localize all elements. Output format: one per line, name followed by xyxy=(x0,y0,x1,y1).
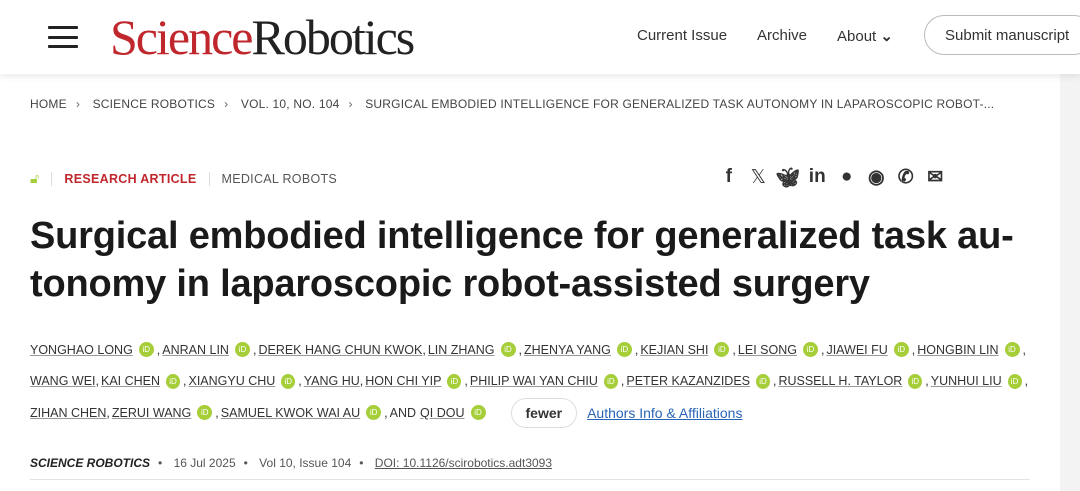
open-access-lock-icon: 🔓︎ xyxy=(30,170,40,186)
orcid-icon[interactable]: iD xyxy=(138,342,154,358)
logo-science: Science xyxy=(110,9,253,65)
orcid-icon[interactable]: iD xyxy=(366,405,382,421)
fewer-authors-button[interactable]: fewer xyxy=(510,397,578,428)
author-link[interactable]: QI DOU xyxy=(420,405,465,420)
orcid-icon[interactable]: iD xyxy=(166,373,180,389)
author-link[interactable]: ANRAN LIN xyxy=(162,342,229,357)
article-type: RESEARCH ARTICLE xyxy=(64,171,197,186)
orcid-icon[interactable]: iD xyxy=(1007,373,1022,389)
nav-about-label: About xyxy=(837,28,877,45)
orcid-icon[interactable]: iD xyxy=(714,342,730,358)
author-link[interactable]: DEREK HANG CHUN KWOK xyxy=(258,342,423,357)
chevron-right-icon: › xyxy=(75,97,81,111)
author-link[interactable]: ZERUI WANG xyxy=(111,405,192,420)
author-line: ZIHAN CHEN, ZERUI WANG iD, SAMUEL KWOK WA… xyxy=(30,397,1030,429)
author-link[interactable]: HON CHI YIP xyxy=(365,374,442,389)
orcid-icon[interactable]: iD xyxy=(470,405,486,421)
author-link[interactable]: RUSSELL H. TAYLOR xyxy=(778,374,903,389)
logo[interactable]: ScienceRobotics xyxy=(110,8,415,66)
doi-link[interactable]: DOI: 10.1126/scirobotics.adt3093 xyxy=(374,456,553,470)
journal-name: SCIENCE ROBOTICS xyxy=(30,456,151,470)
author-line: WANG WEI, KAI CHEN iD, XIANGYU CHU iD, YAN… xyxy=(30,373,1029,389)
breadcrumb-article: SURGICAL EMBODIED INTELLIGENCE FOR GENER… xyxy=(365,97,995,111)
nav-about[interactable]: About ⌄ xyxy=(837,27,893,45)
article-category[interactable]: MEDICAL ROBOTS xyxy=(221,171,338,186)
authors-affiliations-link[interactable]: Authors Info & Affiliations xyxy=(587,404,743,421)
publication-info: SCIENCE ROBOTICS • 16 Jul 2025 • Vol 10, I… xyxy=(30,456,553,470)
orcid-icon[interactable]: iD xyxy=(500,342,516,358)
linkedin-icon[interactable]: in xyxy=(808,166,826,187)
author-link[interactable]: LIN ZHANG xyxy=(427,342,495,357)
breadcrumb-home[interactable]: HOME xyxy=(30,97,67,111)
author-link[interactable]: SAMUEL KWOK WAI AU xyxy=(220,405,361,420)
orcid-icon[interactable]: iD xyxy=(756,373,770,389)
chevron-down-icon: ⌄ xyxy=(880,28,893,45)
orcid-icon[interactable]: iD xyxy=(603,373,618,389)
orcid-icon[interactable]: iD xyxy=(616,342,632,358)
site-header: ScienceRobotics Current Issue Archive Ab… xyxy=(0,0,1080,74)
author-line: YONGHAO LONG iD, ANRAN LIN iD, DEREK HANG … xyxy=(30,342,1027,358)
author-link[interactable]: HONGBIN LIN xyxy=(917,342,999,357)
author-link[interactable]: YANG HU xyxy=(303,374,360,389)
author-link[interactable]: KEJIAN SHI xyxy=(640,342,709,357)
and-text: AND xyxy=(389,405,417,420)
orcid-icon[interactable]: iD xyxy=(893,342,909,358)
author-link[interactable]: WANG WEI xyxy=(30,374,96,389)
article-meta: 🔓︎ RESEARCH ARTICLE MEDICAL ROBOTS xyxy=(30,170,337,187)
nav-archive[interactable]: Archive xyxy=(757,27,808,44)
article-title: Surgical embodied intelligence for gener… xyxy=(30,215,1014,305)
author-link[interactable]: LEI SONG xyxy=(737,342,797,357)
orcid-icon[interactable]: iD xyxy=(802,342,818,358)
breadcrumb-journal[interactable]: SCIENCE ROBOTICS xyxy=(92,97,216,111)
author-link[interactable]: YUNHUI LIU xyxy=(930,374,1002,389)
author-link[interactable]: PETER KAZANZIDES xyxy=(626,374,750,389)
orcid-icon[interactable]: iD xyxy=(447,373,462,389)
breadcrumb: HOME › SCIENCE ROBOTICS › VOL. 10, NO. 104… xyxy=(30,97,994,111)
breadcrumb-issue[interactable]: VOL. 10, NO. 104 xyxy=(240,97,340,111)
menu-icon[interactable] xyxy=(48,26,78,48)
author-link[interactable]: KAI CHEN xyxy=(101,374,161,389)
x-icon[interactable]: 𝕏 xyxy=(750,167,766,188)
email-icon[interactable]: ✉ xyxy=(927,167,944,188)
facebook-icon[interactable]: f xyxy=(725,166,732,187)
orcid-icon[interactable]: iD xyxy=(908,373,923,389)
reddit-icon[interactable]: ● xyxy=(841,166,853,187)
author-link[interactable]: YONGHAO LONG xyxy=(30,342,133,357)
whatsapp-icon[interactable]: ✆ xyxy=(897,167,914,188)
author-link[interactable]: XIANGYU CHU xyxy=(188,374,276,389)
author-link[interactable]: ZHENYA YANG xyxy=(524,342,611,357)
nav-current-issue[interactable]: Current Issue xyxy=(637,27,728,44)
author-link[interactable]: ZIHAN CHEN xyxy=(30,405,107,420)
bluesky-icon[interactable]: 🦋︎ xyxy=(775,168,800,189)
orcid-icon[interactable]: iD xyxy=(281,373,296,389)
chevron-right-icon: › xyxy=(348,97,353,111)
logo-robotics: Robotics xyxy=(251,9,415,65)
author-list: YONGHAO LONG iD, ANRAN LIN iD, DEREK HANG … xyxy=(30,334,1030,429)
author-link[interactable]: PHILIP WAI YAN CHIU xyxy=(469,374,598,389)
divider xyxy=(30,479,1030,480)
pub-issue[interactable]: Vol 10, Issue 104 xyxy=(259,456,352,470)
chevron-right-icon: › xyxy=(224,97,229,111)
orcid-icon[interactable]: iD xyxy=(234,342,250,358)
pub-date: 16 Jul 2025 xyxy=(173,456,236,470)
orcid-icon[interactable]: iD xyxy=(1004,342,1020,358)
wechat-icon[interactable]: ◉ xyxy=(867,167,885,188)
share-bar: f 𝕏 🦋︎ in ● ◉ ✆ ✉ xyxy=(714,166,950,190)
submit-manuscript-button[interactable]: Submit manuscript xyxy=(924,15,1080,55)
author-link[interactable]: JIAWEI FU xyxy=(826,342,888,357)
orcid-icon[interactable]: iD xyxy=(197,405,213,421)
